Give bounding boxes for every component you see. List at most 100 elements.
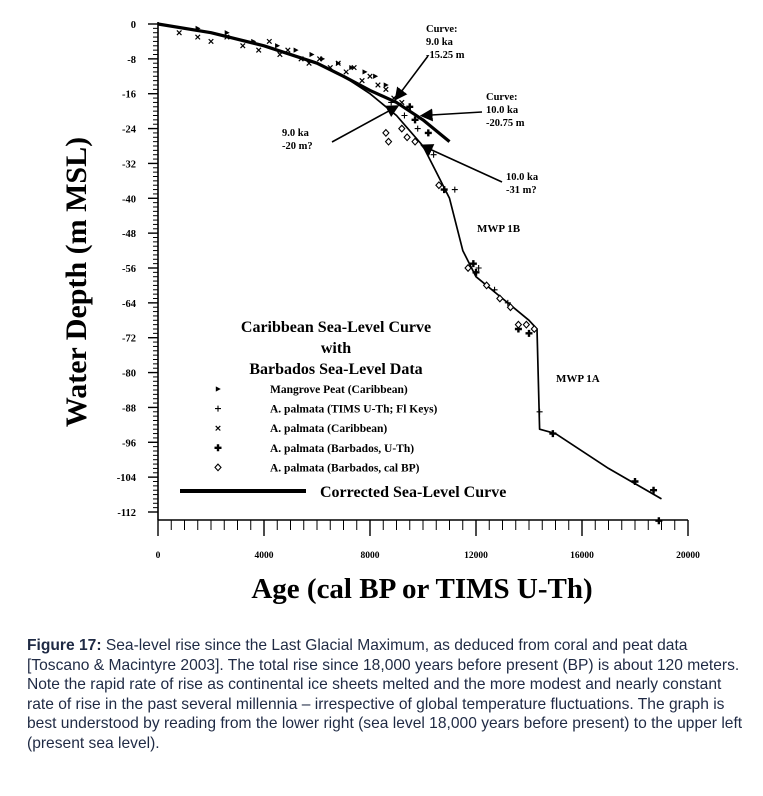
data-point-diamond [464, 263, 472, 273]
legend: Caribbean Sea-Level Curve with Barbados Se… [180, 319, 506, 501]
data-point-triangle [195, 25, 201, 31]
x-tick-label: 20000 [676, 551, 700, 561]
y-tick-label: -88 [122, 403, 136, 414]
annotation-text: Curve: [426, 24, 458, 35]
data-point-diamond [382, 128, 390, 138]
legend-marker-diamond [214, 463, 222, 472]
y-tick-label: -16 [122, 90, 136, 101]
data-point-diamond [496, 294, 504, 303]
data-point-x [399, 99, 405, 106]
annotation-arrow [420, 144, 503, 183]
sea-level-curve-0 [157, 23, 662, 500]
y-tick-label: -40 [122, 194, 136, 205]
tick-labels: 0 -8 -16 -24 -32 -40 -48 -56 -64 -72 -80 -88 -96 -104… [117, 20, 700, 561]
data-point-triangle [275, 43, 281, 49]
annotation-text: 10.0 ka [506, 172, 539, 183]
annotation-text: 9.0 ka [282, 128, 310, 139]
legend-marker-cross-bold [214, 444, 222, 452]
data-point-triangle [309, 51, 315, 58]
annotation-arrow [394, 55, 429, 101]
data-point-diamond [435, 181, 443, 190]
y-tick-label: -96 [122, 438, 136, 449]
data-point-x [240, 43, 246, 49]
data-point-plus [475, 265, 482, 271]
data-point-x [367, 73, 373, 80]
data-point-x [298, 56, 304, 62]
data-points [176, 25, 663, 525]
data-point-x [277, 51, 283, 58]
y-tick-label: -104 [117, 473, 137, 484]
y-tick-label: -80 [122, 369, 136, 380]
x-tick-label: 12000 [464, 551, 488, 561]
data-point-x [224, 34, 230, 40]
sea-level-figure: 0 -8 -16 -24 -32 -40 -48 -56 -64 -72 -80 -88 -96 -104… [60, 20, 700, 605]
legend-marker-triangle [215, 386, 221, 392]
data-point-x [335, 60, 341, 66]
data-point-cross-bold [406, 103, 414, 111]
data-point-cross-bold [631, 478, 639, 485]
y-tick-label: -64 [122, 299, 137, 310]
data-point-diamond [522, 320, 531, 329]
data-point-x [176, 29, 182, 36]
y-tick-label: -56 [122, 264, 136, 275]
data-point-cross-bold [424, 129, 432, 137]
data-point-x [255, 47, 262, 53]
x-tick-label: 16000 [570, 551, 594, 561]
annotation-arrow [331, 105, 400, 143]
data-point-diamond [384, 137, 393, 146]
sea-level-chart: 0 -8 -16 -24 -32 -40 -48 -56 -64 -72 -80 -88 -96 -104… [60, 20, 700, 605]
data-point-plus [388, 99, 395, 106]
data-point-plus [401, 112, 408, 119]
data-point-cross-bold [525, 329, 533, 337]
x-tick-label: 4000 [255, 551, 274, 561]
data-point-triangle [373, 73, 379, 79]
annotation-arrow [419, 108, 483, 122]
annotation-text: -20.75 m [486, 118, 525, 129]
caption-text: Sea-level rise since the Last Glacial Ma… [27, 637, 743, 752]
y-axis-label: Water Depth (m MSL) [60, 137, 93, 427]
figure-caption: Figure 17: Sea-level rise since the Last… [27, 636, 743, 754]
data-point-cross-bold [469, 260, 477, 268]
y-tick-label: -48 [122, 229, 136, 240]
legend-title-line: Caribbean Sea-Level Curve [241, 319, 431, 336]
annotation-text: 10.0 ka [486, 105, 519, 116]
legend-entry-label: A. palmata (Caribbean) [270, 423, 387, 435]
data-point-x [343, 69, 349, 75]
y-tick-label: -24 [122, 125, 137, 136]
legend-entry-label: A. palmata (TIMS U-Th; Fl Keys) [270, 404, 438, 416]
y-tick-label: -32 [122, 159, 136, 170]
legend-marker-plus [215, 405, 221, 412]
annotation-text: 9.0 ka [426, 37, 454, 48]
y-tick-label: 0 [131, 20, 136, 31]
legend-marker-x [215, 425, 221, 431]
x-tick-label: 0 [156, 551, 161, 561]
x-tick-label: 8000 [361, 551, 380, 561]
data-point-cross-bold [655, 517, 663, 525]
data-point-triangle [383, 82, 389, 88]
sea-level-curves [157, 22, 662, 500]
data-point-triangle [224, 30, 230, 36]
legend-title-line: Barbados Sea-Level Data [249, 361, 422, 378]
mwp-1a-label: MWP 1A [556, 373, 600, 385]
data-point-plus [491, 286, 498, 293]
data-point-diamond [514, 320, 523, 329]
annotation-text: -20 m? [282, 141, 313, 152]
data-point-plus [536, 408, 543, 415]
data-point-x [208, 38, 214, 45]
data-point-triangle [362, 69, 368, 75]
data-point-diamond [398, 124, 406, 133]
data-point-x [195, 34, 201, 40]
legend-entry-label: Mangrove Peat (Caribbean) [270, 384, 408, 396]
y-tick-label: -8 [127, 55, 136, 66]
data-point-x [359, 77, 365, 84]
data-point-plus [414, 125, 421, 132]
data-point-cross-bold [650, 486, 658, 494]
data-point-cross-bold [411, 116, 419, 124]
data-point-x [316, 56, 323, 62]
data-point-diamond [403, 133, 411, 142]
annotation-text: -31 m? [506, 185, 537, 196]
annotations: Curve: 9.0 ka -15.25 m Curve: 10.0 ka -20.75 … [282, 24, 600, 385]
data-point-diamond [530, 324, 539, 334]
data-point-x [351, 64, 357, 71]
data-point-triangle [251, 38, 257, 45]
